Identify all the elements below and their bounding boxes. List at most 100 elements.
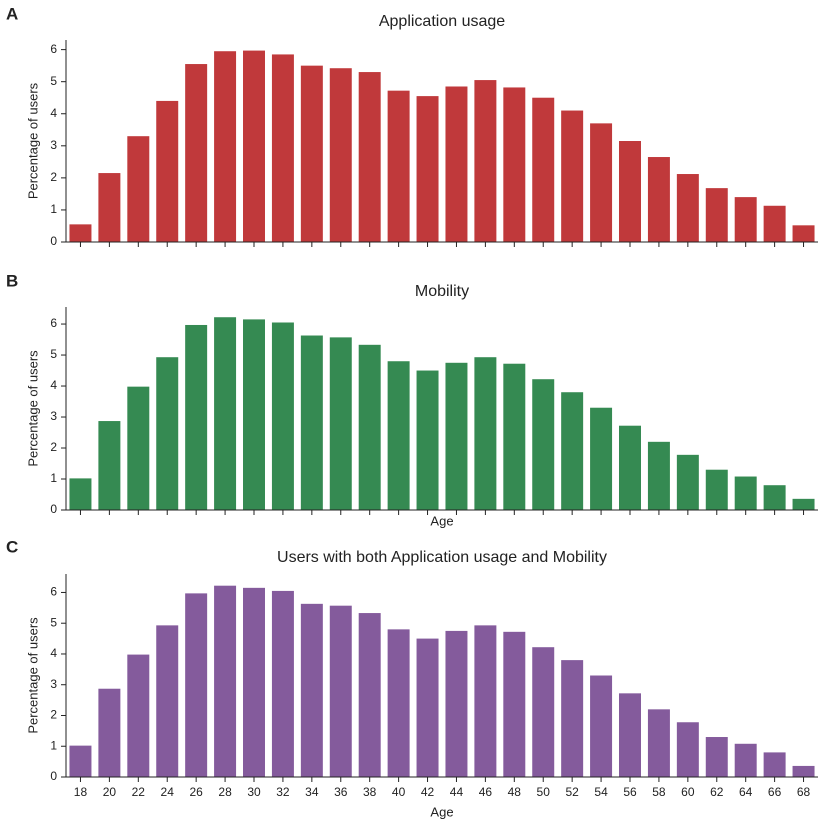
bar [705,469,728,510]
bar [271,54,294,242]
bar [69,478,92,510]
bar [590,123,613,242]
x-tick-label: 64 [739,785,753,799]
bar [214,317,237,510]
x-tick-label: 34 [305,785,319,799]
bar [271,590,294,777]
chart-title: Users with both Application usage and Mo… [277,549,607,566]
bar [676,454,699,510]
y-tick-label: 1 [50,471,57,485]
chart-title: Application usage [379,13,505,30]
y-tick-label: 3 [50,677,57,691]
bar [243,319,265,510]
panel-label: C [6,537,18,556]
panel-label: B [6,271,18,290]
x-tick-label: 56 [623,785,637,799]
bar [98,173,121,242]
x-tick-label: 48 [508,785,522,799]
x-axis-label: Age [430,804,453,819]
bar [300,335,323,510]
bar [532,647,555,777]
x-tick-label: 66 [768,785,782,799]
y-tick-label: 1 [50,738,57,752]
bar [185,324,208,510]
bar [387,629,410,777]
y-tick-label: 4 [50,378,57,392]
bar [734,197,757,242]
bar [214,51,237,242]
bar [98,421,121,510]
y-tick-label: 0 [50,502,57,516]
x-tick-label: 20 [103,785,117,799]
bar [763,205,786,242]
bar [792,765,815,777]
bar [127,386,150,510]
bar [185,64,208,242]
bar [416,96,439,242]
bar [329,337,352,510]
bar [474,357,497,510]
y-tick-label: 3 [50,138,57,152]
y-tick-label: 5 [50,615,57,629]
bar [676,174,699,242]
bar [416,638,439,777]
x-tick-label: 24 [161,785,175,799]
x-tick-label: 36 [334,785,348,799]
x-tick-label: 54 [594,785,608,799]
bar [792,225,815,242]
x-tick-label: 40 [392,785,406,799]
bar [474,80,497,242]
bar [705,737,728,777]
bar [503,87,526,242]
bar [358,72,381,242]
bar [647,441,670,510]
x-tick-label: 68 [797,785,811,799]
bar [474,625,497,777]
x-axis-label: Age [430,513,453,528]
y-tick-label: 4 [50,106,57,120]
x-tick-label: 46 [479,785,493,799]
bar [532,97,555,242]
x-tick-label: 60 [681,785,695,799]
bar [156,100,179,243]
y-tick-label: 0 [50,234,57,248]
bar [69,745,92,777]
bar [271,322,294,510]
y-axis-label: Percentage of users [25,82,40,199]
y-axis-label: Percentage of users [25,617,40,734]
panel-label: A [6,4,18,23]
bar [127,654,150,777]
bar [329,68,352,242]
x-tick-label: 28 [218,785,232,799]
bar [619,141,641,242]
bar [734,743,757,777]
bar [619,693,641,777]
y-tick-label: 3 [50,409,57,423]
bar [445,86,468,242]
bar [561,660,584,777]
bar [300,65,323,243]
y-tick-label: 6 [50,316,57,330]
x-tick-label: 38 [363,785,377,799]
bar [647,709,670,777]
bar [69,224,92,242]
y-tick-label: 5 [50,347,57,361]
x-tick-label: 50 [537,785,551,799]
x-tick-label: 18 [74,785,88,799]
bar [98,688,121,777]
x-tick-label: 58 [652,785,666,799]
y-tick-label: 6 [50,42,57,56]
y-tick-label: 2 [50,708,57,722]
bar [387,90,410,243]
bar [358,344,381,510]
bar [445,362,468,510]
bar [590,675,613,777]
bar [156,625,179,777]
x-tick-label: 30 [247,785,261,799]
bar [561,110,584,243]
bar [156,357,179,510]
x-tick-label: 52 [565,785,579,799]
bar [503,363,526,510]
bar [734,476,757,510]
